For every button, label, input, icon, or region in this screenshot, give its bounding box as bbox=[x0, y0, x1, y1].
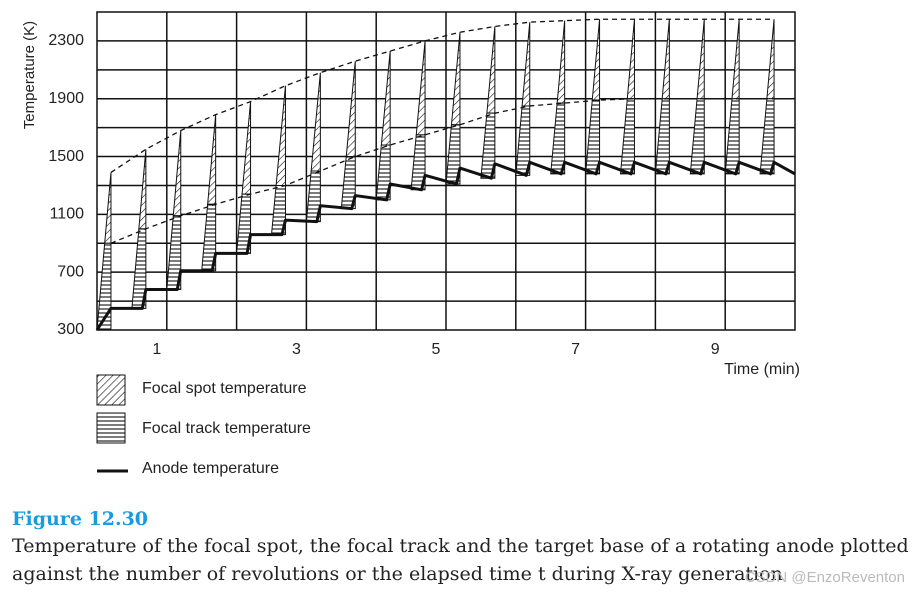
legend-entry: Focal track temperature bbox=[142, 420, 311, 437]
focal-track-spike bbox=[759, 98, 775, 175]
focal-spot-spike bbox=[104, 172, 112, 244]
focal-spot-spike bbox=[450, 32, 461, 126]
x-tick-label: 5 bbox=[432, 341, 441, 358]
focal-track-spike bbox=[585, 99, 601, 175]
focal-track-spike bbox=[689, 98, 705, 175]
focal-track-spike bbox=[619, 98, 635, 175]
y-tick-label: 1500 bbox=[48, 148, 84, 165]
y-tick-label: 2300 bbox=[48, 32, 84, 49]
focal-spot-spike bbox=[415, 40, 426, 136]
focal-spot-spike bbox=[345, 61, 356, 158]
x-tick-label: 9 bbox=[711, 341, 720, 358]
legend-entry: Focal spot temperature bbox=[142, 380, 307, 397]
caption-line: Temperature of the focal spot, the focal… bbox=[12, 535, 909, 557]
focal-track-spike bbox=[724, 98, 740, 175]
envelope-line bbox=[110, 98, 775, 244]
y-axis-label: Temperature (K) bbox=[21, 21, 38, 129]
focal-spot-spike bbox=[696, 19, 705, 100]
x-axis-label: Time (min) bbox=[724, 361, 800, 378]
focal-spot-spike bbox=[241, 101, 252, 195]
y-tick-label: 1100 bbox=[50, 206, 85, 223]
y-tick-label: 700 bbox=[57, 263, 84, 280]
figure-label: Figure 12.30 bbox=[12, 508, 148, 530]
focal-spot-spike bbox=[591, 19, 601, 101]
legend-entry: Anode temperature bbox=[142, 460, 279, 477]
x-tick-label: 1 bbox=[152, 341, 161, 358]
focal-spot-spike bbox=[661, 19, 670, 100]
focal-spot-spike bbox=[138, 149, 147, 230]
x-tick-label: 7 bbox=[571, 341, 580, 358]
focal-spot-spike bbox=[731, 19, 740, 100]
legend-swatch-spot bbox=[96, 374, 126, 406]
envelope-line bbox=[110, 18, 775, 173]
watermark: CSDN @EnzoReventon bbox=[745, 569, 905, 586]
y-tick-label: 1900 bbox=[48, 90, 84, 107]
focal-track-spike bbox=[550, 102, 566, 175]
legend-swatch-track bbox=[96, 412, 126, 444]
focal-spot-spike bbox=[766, 19, 775, 100]
focal-spot-spike bbox=[556, 20, 566, 104]
focal-track-spike bbox=[96, 242, 112, 331]
focal-track-spike bbox=[654, 98, 670, 175]
anode-line bbox=[95, 160, 796, 331]
focal-spot-spike bbox=[172, 130, 182, 217]
focal-spot-spike bbox=[310, 72, 321, 172]
focal-spot-spike bbox=[521, 22, 531, 107]
focal-spot-spike bbox=[275, 85, 286, 186]
plot-frame bbox=[96, 11, 796, 331]
focal-spot-spike bbox=[626, 19, 635, 100]
y-tick-label: 300 bbox=[57, 321, 84, 338]
caption-line: against the number of revolutions or the… bbox=[12, 563, 783, 585]
x-tick-label: 3 bbox=[292, 341, 301, 358]
